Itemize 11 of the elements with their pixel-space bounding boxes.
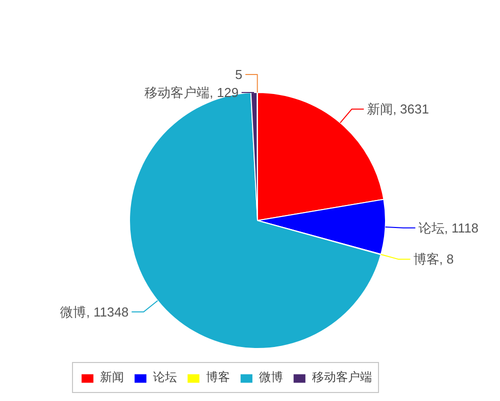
legend-label: 论坛 [153, 369, 177, 386]
data-label: 论坛, 1118 [418, 220, 479, 236]
legend-label: 移动客户端 [312, 369, 372, 386]
data-label: 微博, 11348 [60, 304, 129, 320]
data-label: 新闻, 3631 [366, 102, 429, 117]
legend-label: 微博 [259, 369, 283, 386]
data-label: 移动客户端, 129 [144, 85, 239, 100]
data-label: 博客, 8 [413, 252, 454, 267]
legend-label: 博客 [206, 369, 230, 386]
legend-label: 新闻 [100, 369, 124, 386]
data-label: 5 [235, 67, 242, 82]
